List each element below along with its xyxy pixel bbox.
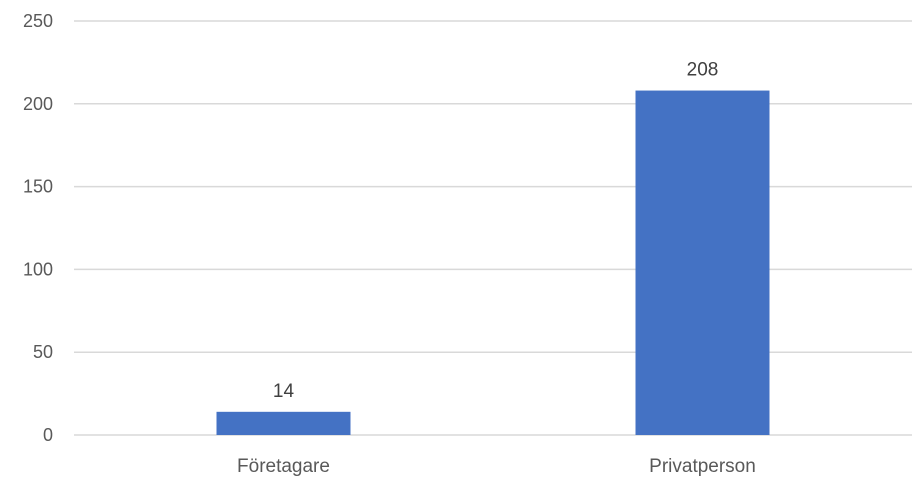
- gridlines: [74, 20, 912, 436]
- y-axis-tick-labels: 0 50 100 150 200 250: [23, 11, 53, 445]
- y-tick-label: 50: [33, 342, 53, 362]
- y-tick-label: 0: [43, 425, 53, 445]
- x-category-label: Företagare: [237, 456, 330, 477]
- y-tick-label: 200: [23, 94, 53, 114]
- bar: [216, 411, 351, 435]
- x-category-label: Privatperson: [649, 456, 756, 477]
- bars: [216, 90, 770, 435]
- x-axis-category-labels: Företagare Privatperson: [237, 456, 756, 477]
- y-tick-label: 100: [23, 259, 53, 279]
- bar: [635, 90, 770, 435]
- data-label: 14: [273, 381, 295, 402]
- data-labels: 14 208: [273, 60, 718, 402]
- data-label: 208: [687, 60, 719, 81]
- y-tick-label: 250: [23, 11, 53, 31]
- y-tick-label: 150: [23, 177, 53, 197]
